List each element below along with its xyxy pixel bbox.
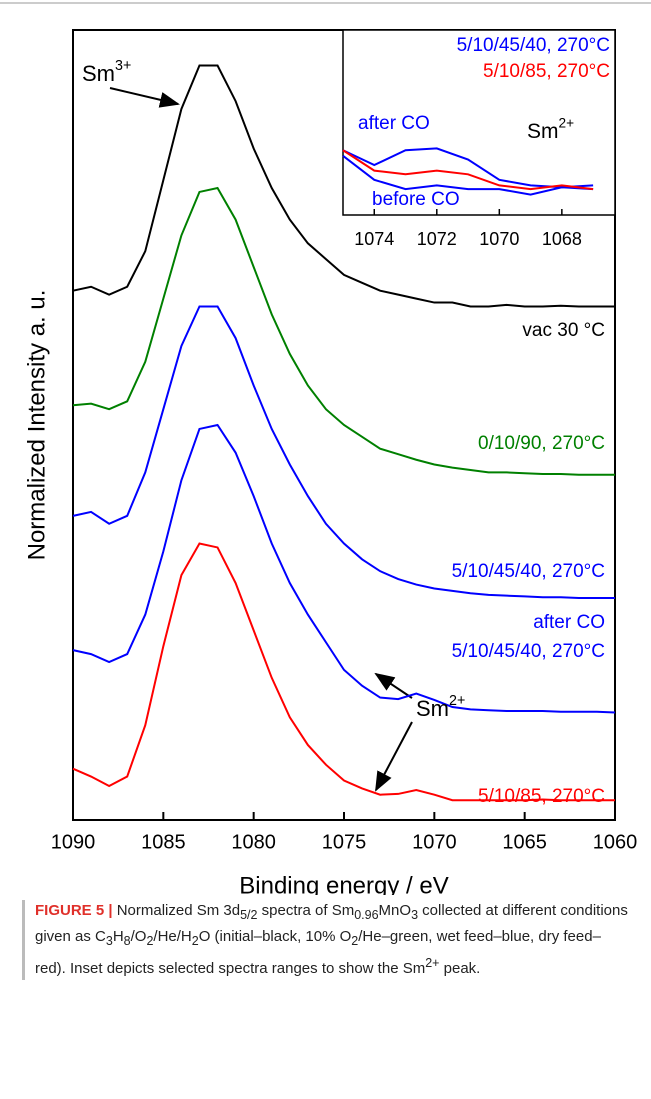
series-label: 5/10/45/40, 270°C xyxy=(452,641,605,662)
x-tick-label: 1075 xyxy=(322,831,367,853)
legend-entry: 5/10/85, 270°C xyxy=(483,61,610,82)
series-line xyxy=(72,305,615,600)
caption-text: /O xyxy=(130,928,147,945)
series-line xyxy=(72,423,616,714)
x-tick-label: 1074 xyxy=(354,229,394,249)
series-label: 5/10/45/40, 270°C xyxy=(452,561,605,582)
caption-text: spectra of Sm xyxy=(257,902,355,919)
series-label: 5/10/85, 270°C xyxy=(478,786,605,807)
arrow xyxy=(374,672,413,699)
caption-text: O (initial–black, 10% O xyxy=(198,928,352,945)
caption-text: 8 xyxy=(123,934,131,948)
x-axis-label: Binding energy / eV xyxy=(239,872,448,895)
x-tick-label: 1085 xyxy=(141,831,186,853)
arrow xyxy=(375,721,413,792)
caption-text: 2 xyxy=(191,934,199,948)
annotation-sup: 2+ xyxy=(449,693,465,709)
caption: FIGURE 5 | Normalized Sm 3d5/2 spectra o… xyxy=(22,900,631,980)
series-label: 0/10/90, 270°C xyxy=(478,433,605,454)
y-axis-label: Normalized Intensity a. u. xyxy=(23,290,50,561)
legend-entry: 5/10/45/40, 270°C xyxy=(457,35,610,56)
caption-text: collected at different conditions given … xyxy=(35,902,628,945)
series-line xyxy=(342,155,594,196)
series-line xyxy=(72,64,615,308)
series-line xyxy=(72,186,615,476)
caption-text: 2+ xyxy=(425,956,440,970)
annotation-sup: 2+ xyxy=(559,115,575,130)
x-tick-label: 1068 xyxy=(542,229,582,249)
caption-text: 2 xyxy=(351,934,359,948)
annotation: Sm3+ xyxy=(82,58,131,86)
caption-text: Normalized Sm 3d xyxy=(116,902,241,919)
annotation: Sm2+ xyxy=(527,115,574,142)
annotation: Sm2+ xyxy=(416,693,465,721)
series-line xyxy=(342,149,594,191)
caption-text: MnO xyxy=(378,902,412,919)
caption-text: H xyxy=(112,928,124,945)
caption-text: 2 xyxy=(146,934,154,948)
caption-text: 0.96 xyxy=(354,908,379,922)
x-tick-label: 1090 xyxy=(51,831,96,853)
x-tick-label: 1070 xyxy=(479,229,519,249)
series-label: vac 30 °C xyxy=(522,320,605,341)
annotation-text: Sm xyxy=(416,696,449,721)
annotation-text: Sm xyxy=(82,61,115,86)
series-line xyxy=(72,542,615,802)
caption-text: FIGURE 5 | xyxy=(35,902,117,919)
caption-text: 5/2 xyxy=(240,908,258,922)
caption-text: 3 xyxy=(411,908,419,922)
arrow xyxy=(109,87,180,108)
annotation-sup: 3+ xyxy=(115,58,131,74)
chart: 1090 1085 1080 1075 1070 1065 1060 Binding ener… xyxy=(0,2,651,895)
x-tick-label: 1080 xyxy=(231,831,276,853)
caption-text: /He–green, wet feed–blue, dry feed–red).… xyxy=(35,928,601,977)
annotation-text: Sm xyxy=(527,120,559,143)
series-label: after CO xyxy=(358,113,430,134)
caption-text: 3 xyxy=(105,934,113,948)
series-label: before CO xyxy=(372,189,460,210)
x-tick-label: 1060 xyxy=(593,831,638,853)
marks: 1090 1085 1080 1075 1070 1065 1060 Binding ener… xyxy=(23,35,637,895)
caption-text: /He/H xyxy=(153,928,192,945)
series-note: after CO xyxy=(533,612,605,633)
x-tick-label: 1072 xyxy=(417,229,457,249)
caption-text: peak. xyxy=(439,960,481,977)
x-tick-label: 1070 xyxy=(412,831,457,853)
x-tick-label: 1065 xyxy=(502,831,547,853)
